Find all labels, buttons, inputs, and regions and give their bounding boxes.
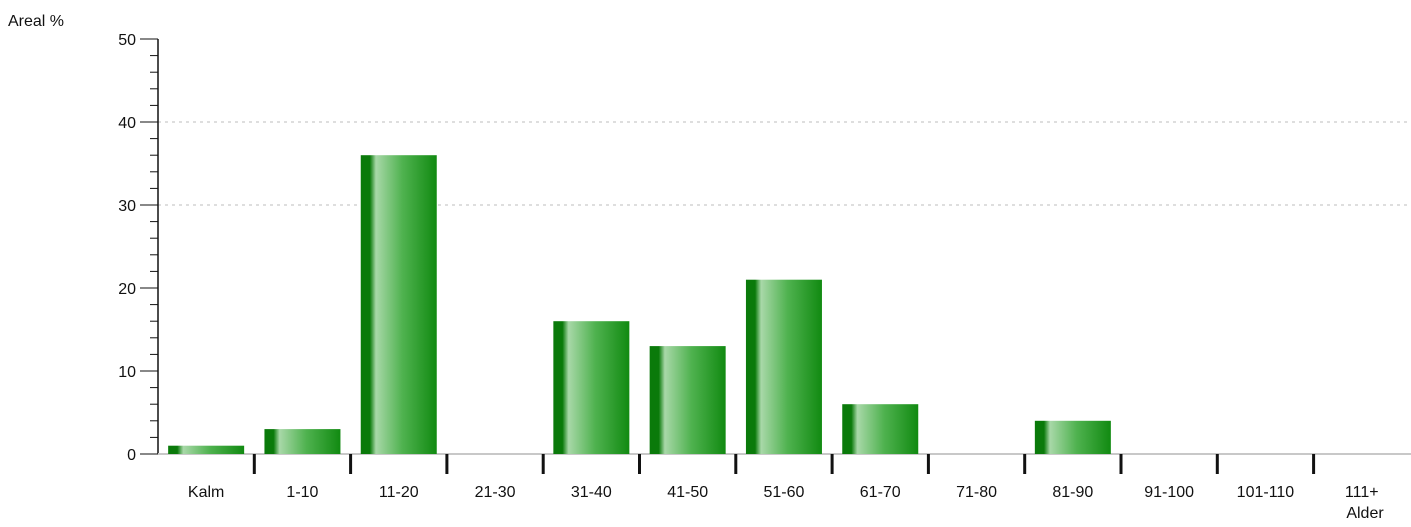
x-tick-label: 1-10 bbox=[286, 484, 318, 501]
x-tick-label: 91-100 bbox=[1144, 484, 1194, 501]
bar bbox=[360, 155, 437, 454]
bar bbox=[842, 404, 919, 454]
x-tick-label: 41-50 bbox=[667, 484, 708, 501]
x-tick-label: 51-60 bbox=[763, 484, 804, 501]
x-tick-label: 101-110 bbox=[1237, 484, 1295, 501]
bar bbox=[553, 321, 630, 454]
x-tick-label: 111+ bbox=[1345, 484, 1379, 501]
y-tick-label: 50 bbox=[118, 32, 136, 49]
y-tick-label: 10 bbox=[118, 364, 136, 381]
y-tick-label: 40 bbox=[118, 115, 136, 132]
x-tick-label: Kalm bbox=[188, 484, 224, 501]
bar bbox=[649, 346, 726, 454]
x-tick-label: 11-20 bbox=[379, 484, 419, 501]
y-axis-label: Areal % bbox=[8, 13, 64, 30]
bar bbox=[1034, 420, 1111, 454]
x-tick-label: 21-30 bbox=[475, 484, 516, 501]
y-tick-label: 0 bbox=[127, 447, 136, 464]
x-axis-label: Alder bbox=[1346, 505, 1384, 522]
x-tick-label: 81-90 bbox=[1052, 484, 1093, 501]
y-tick-label: 20 bbox=[118, 281, 136, 298]
x-tick-label: 71-80 bbox=[956, 484, 997, 501]
bar bbox=[168, 445, 245, 454]
x-tick-label: 61-70 bbox=[860, 484, 901, 501]
x-tick-label: 31-40 bbox=[571, 484, 612, 501]
y-tick-label: 30 bbox=[118, 198, 136, 215]
bar bbox=[745, 279, 822, 454]
bar bbox=[264, 429, 341, 454]
